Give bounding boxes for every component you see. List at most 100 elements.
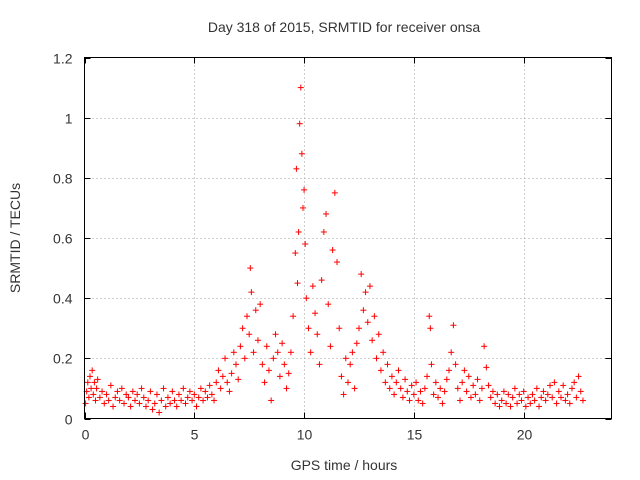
- data-point: [516, 391, 523, 398]
- data-point: [156, 409, 163, 416]
- data-point: [338, 373, 345, 380]
- data-point: [369, 337, 376, 344]
- y-tick-label: 0.2: [53, 351, 73, 367]
- data-point: [342, 355, 349, 362]
- data-point: [246, 331, 253, 338]
- data-point: [257, 301, 264, 308]
- data-point: [237, 343, 244, 350]
- data-point: [316, 361, 323, 368]
- data-point: [268, 397, 275, 404]
- data-point: [151, 400, 158, 407]
- data-point: [318, 277, 325, 284]
- data-point: [573, 394, 580, 401]
- data-point: [101, 400, 108, 407]
- data-point: [364, 319, 371, 326]
- data-point: [427, 325, 434, 332]
- data-point: [247, 265, 254, 272]
- data-point: [536, 403, 543, 410]
- data-point: [459, 379, 466, 386]
- data-point: [487, 394, 494, 401]
- data-point: [127, 403, 134, 410]
- data-point: [129, 388, 136, 395]
- data-point: [147, 388, 154, 395]
- data-point: [153, 391, 160, 398]
- y-tick-label: 0: [65, 412, 73, 428]
- data-point: [272, 331, 279, 338]
- data-point: [132, 397, 139, 404]
- data-point: [134, 391, 141, 398]
- data-point: [384, 361, 391, 368]
- data-point: [500, 388, 507, 395]
- data-point: [99, 388, 106, 395]
- data-point: [450, 322, 457, 329]
- data-point: [202, 388, 209, 395]
- data-point: [380, 349, 387, 356]
- data-point: [417, 388, 424, 395]
- data-point: [189, 397, 196, 404]
- data-point: [336, 325, 343, 332]
- data-point: [281, 361, 288, 368]
- data-point: [182, 400, 189, 407]
- tick-labels: 0 5 10 15 20 0 0.2 0.4 0.6 0.8 1 1.2: [53, 51, 532, 443]
- data-point: [568, 385, 575, 392]
- axis-ticks: [84, 57, 612, 420]
- data-point: [472, 391, 479, 398]
- data-point: [577, 388, 584, 395]
- data-point: [375, 331, 382, 338]
- data-point: [93, 385, 100, 392]
- data-point: [505, 391, 512, 398]
- data-point: [498, 397, 505, 404]
- data-point: [542, 397, 549, 404]
- data-point: [94, 376, 101, 383]
- data-point: [397, 385, 404, 392]
- data-point: [494, 391, 501, 398]
- data-point: [206, 382, 213, 389]
- data-point: [297, 84, 304, 91]
- data-point: [248, 289, 255, 296]
- data-point: [276, 373, 283, 380]
- data-point: [439, 400, 446, 407]
- data-point: [263, 343, 270, 350]
- data-point: [461, 367, 468, 374]
- data-point: [564, 391, 571, 398]
- plot-frame: [84, 57, 612, 419]
- data-point: [259, 361, 266, 368]
- x-tick-label: 15: [407, 427, 423, 443]
- data-point: [303, 295, 310, 302]
- data-point: [351, 385, 358, 392]
- data-point: [426, 313, 433, 320]
- data-point: [476, 397, 483, 404]
- data-point: [430, 391, 437, 398]
- data-point: [467, 394, 474, 401]
- data-point: [435, 394, 442, 401]
- y-axis-label: SRMTID / TECUs: [7, 183, 23, 293]
- data-point: [377, 367, 384, 374]
- y-tick-label: 1.2: [53, 51, 73, 67]
- data-points: [82, 84, 586, 416]
- data-point: [334, 259, 341, 266]
- data-point: [507, 403, 514, 410]
- data-point: [386, 385, 393, 392]
- x-tick-label: 0: [82, 427, 90, 443]
- data-point: [136, 400, 143, 407]
- data-point: [241, 355, 248, 362]
- data-point: [388, 373, 395, 380]
- data-point: [293, 165, 300, 172]
- data-point: [285, 370, 292, 377]
- data-point: [252, 307, 259, 314]
- data-point: [191, 391, 198, 398]
- data-point: [138, 385, 145, 392]
- data-point: [474, 376, 481, 383]
- data-point: [296, 120, 303, 127]
- data-point: [575, 373, 582, 380]
- data-point: [301, 186, 308, 193]
- data-point: [421, 385, 428, 392]
- data-point: [527, 400, 534, 407]
- data-point: [186, 388, 193, 395]
- data-point: [448, 349, 455, 356]
- data-point: [424, 373, 431, 380]
- data-point: [347, 361, 354, 368]
- data-point: [173, 403, 180, 410]
- data-point: [349, 349, 356, 356]
